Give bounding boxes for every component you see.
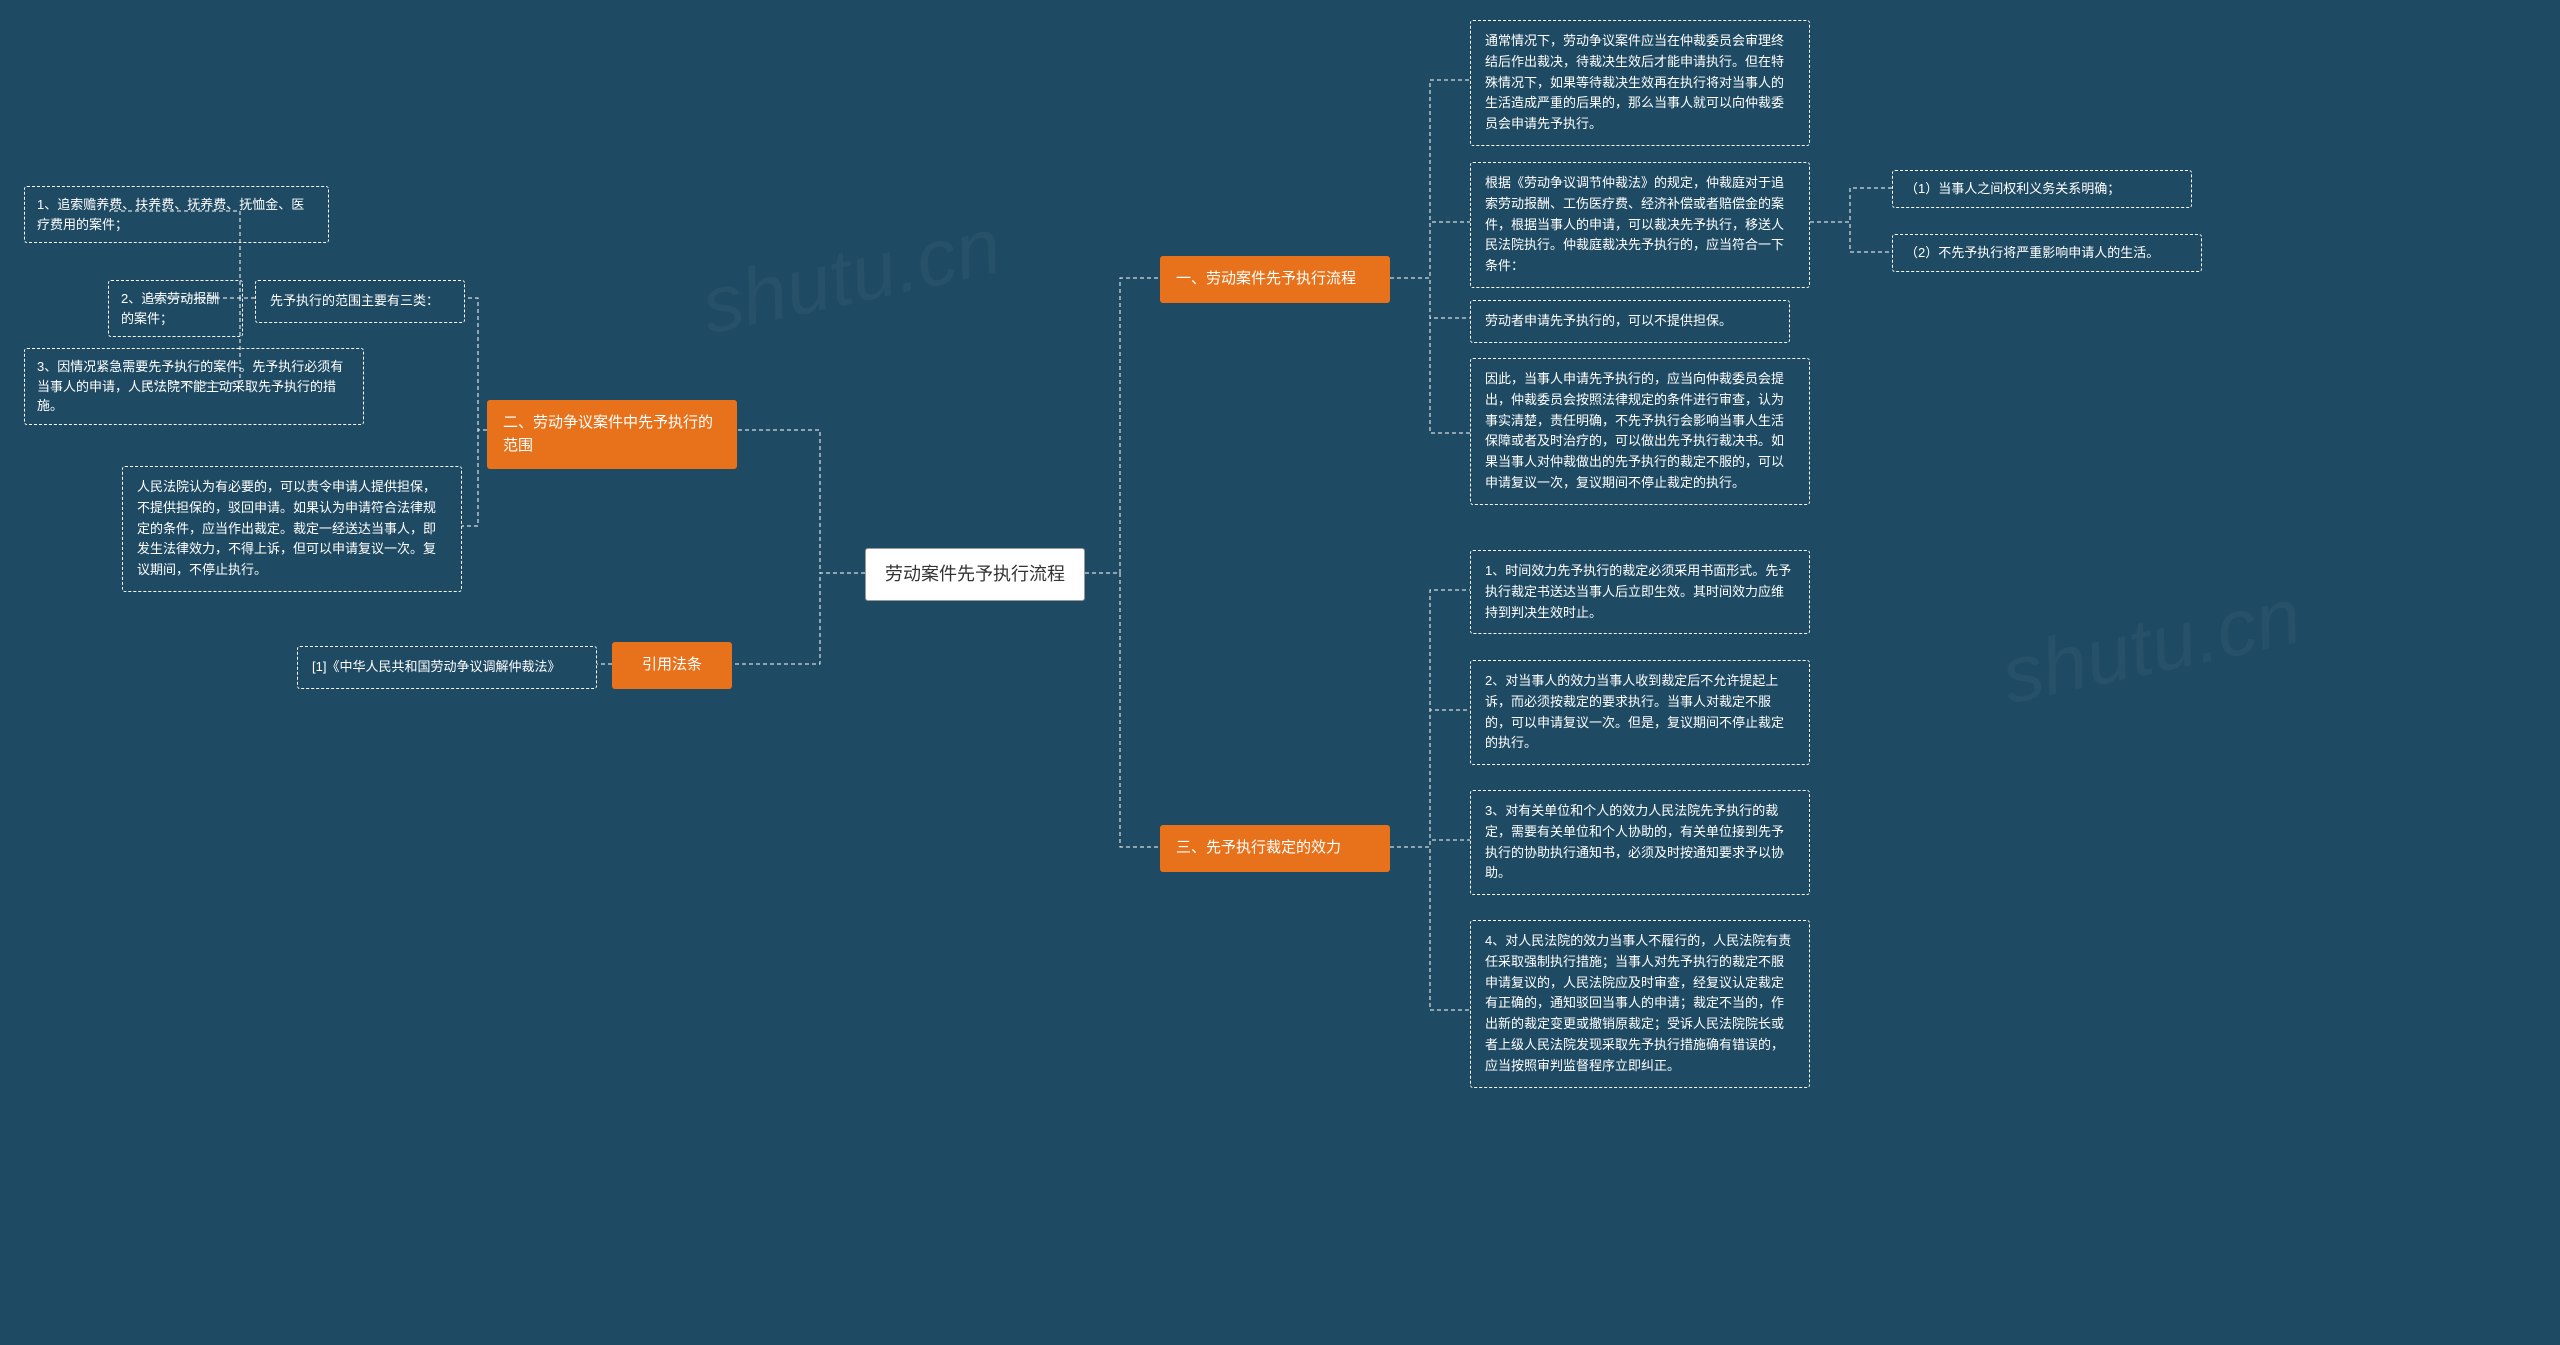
branch-3[interactable]: 三、先予执行裁定的效力 <box>1160 825 1390 872</box>
branch-2[interactable]: 二、劳动争议案件中先予执行的范围 <box>487 400 737 469</box>
branch-1-child-3: 劳动者申请先予执行的，可以不提供担保。 <box>1470 300 1790 343</box>
branch-1-child-4: 因此，当事人申请先予执行的，应当向仲裁委员会提出，仲裁委员会按照法律规定的条件进… <box>1470 358 1810 505</box>
branch-3-child-1: 1、时间效力先予执行的裁定必须采用书面形式。先予执行裁定书送达当事人后立即生效。… <box>1470 550 1810 634</box>
branch-2-child-1-sub-3: 3、因情况紧急需要先予执行的案件。先予执行必须有当事人的申请，人民法院不能主动采… <box>24 348 364 425</box>
branch-1-child-2: 根据《劳动争议调节仲裁法》的规定，仲裁庭对于追索劳动报酬、工伤医疗费、经济补偿或… <box>1470 162 1810 288</box>
branch-3-child-3: 3、对有关单位和个人的效力人民法院先予执行的裁定，需要有关单位和个人协助的，有关… <box>1470 790 1810 895</box>
branch-4-child-1: [1]《中华人民共和国劳动争议调解仲裁法》 <box>297 646 597 689</box>
branch-3-child-2: 2、对当事人的效力当事人收到裁定后不允许提起上诉，而必须按裁定的要求执行。当事人… <box>1470 660 1810 765</box>
branch-2-child-2: 人民法院认为有必要的，可以责令申请人提供担保，不提供担保的，驳回申请。如果认为申… <box>122 466 462 592</box>
watermark: shutu.cn <box>694 200 1009 353</box>
branch-1[interactable]: 一、劳动案件先予执行流程 <box>1160 256 1390 303</box>
branch-1-child-2-sub-1: （1）当事人之间权利义务关系明确； <box>1892 170 2192 208</box>
root-node[interactable]: 劳动案件先予执行流程 <box>865 548 1085 601</box>
branch-3-child-4: 4、对人民法院的效力当事人不履行的，人民法院有责任采取强制执行措施；当事人对先予… <box>1470 920 1810 1088</box>
branch-2-child-1: 先予执行的范围主要有三类： <box>255 280 465 323</box>
branch-1-child-2-sub-2: （2）不先予执行将严重影响申请人的生活。 <box>1892 234 2202 272</box>
branch-1-child-1: 通常情况下，劳动争议案件应当在仲裁委员会审理终结后作出裁决，待裁决生效后才能申请… <box>1470 20 1810 146</box>
branch-2-child-1-sub-2: 2、追索劳动报酬的案件； <box>108 280 243 337</box>
watermark: shutu.cn <box>1994 570 2309 723</box>
branch-4[interactable]: 引用法条 <box>612 642 732 689</box>
branch-2-child-1-sub-1: 1、追索赡养费、扶养费、抚养费、抚恤金、医疗费用的案件； <box>24 186 329 243</box>
